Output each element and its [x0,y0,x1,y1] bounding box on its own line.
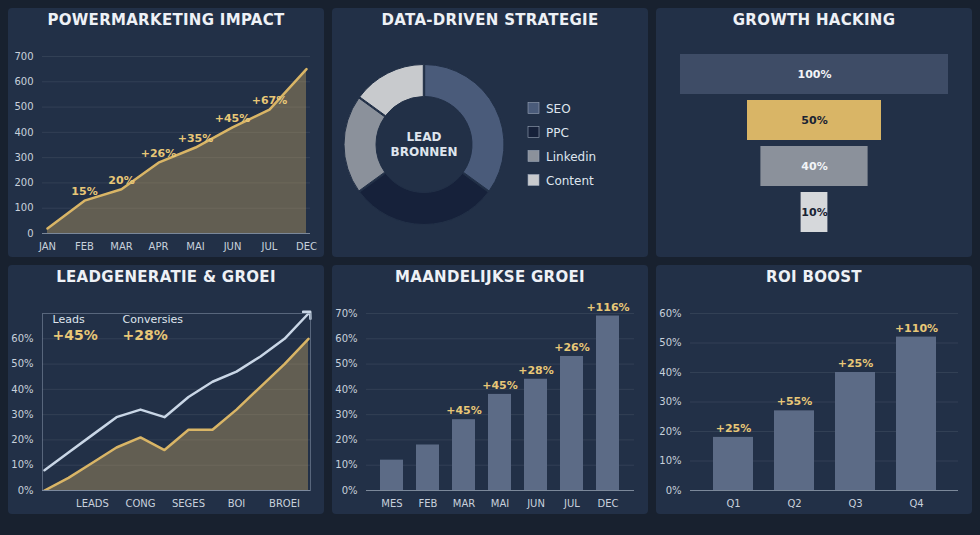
svg-text:0%: 0% [18,485,34,496]
svg-text:400: 400 [14,127,33,138]
svg-text:60%: 60% [11,333,33,344]
svg-text:50%: 50% [659,337,681,348]
svg-text:0%: 0% [342,485,358,496]
svg-text:10%: 10% [801,206,827,219]
svg-text:50%: 50% [801,114,827,127]
svg-text:Q2: Q2 [787,498,801,509]
svg-text:+110%: +110% [895,322,938,335]
svg-text:DEC: DEC [597,498,618,509]
svg-text:15%: 15% [71,185,97,198]
svg-text:+45%: +45% [482,379,518,392]
svg-text:20%: 20% [108,174,134,187]
svg-text:APR: APR [149,241,169,252]
svg-text:JUN: JUN [223,241,242,252]
svg-text:30%: 30% [659,396,681,407]
svg-text:DEC: DEC [296,241,317,252]
svg-text:SEO: SEO [546,102,571,116]
svg-text:Linkedin: Linkedin [546,150,596,164]
html-text:MAANDELIJKSE GROEI: MAANDELIJKSE GROEI [395,268,585,286]
svg-text:+25%: +25% [716,422,752,435]
svg-text:40%: 40% [659,367,681,378]
svg-text:JUN: JUN [526,498,545,509]
svg-text:JAN: JAN [38,241,56,252]
svg-text:100%: 100% [798,68,832,81]
svg-text:0%: 0% [666,485,682,496]
svg-text:LEAD: LEAD [406,130,441,144]
svg-text:100: 100 [14,202,33,213]
svg-text:10%: 10% [659,455,681,466]
svg-text:30%: 30% [335,409,357,420]
svg-text:10%: 10% [11,459,33,470]
svg-text:700: 700 [14,51,33,62]
html-text:ROI BOOST: ROI BOOST [766,268,862,286]
svg-text:MAR: MAR [110,241,132,252]
svg-text:200: 200 [14,177,33,188]
svg-text:+26%: +26% [141,147,177,160]
svg-text:20%: 20% [11,434,33,445]
svg-text:MAR: MAR [453,498,475,509]
svg-text:Content: Content [546,174,594,188]
svg-text:Leads: Leads [53,313,85,326]
svg-text:300: 300 [14,152,33,163]
svg-text:JUL: JUL [563,498,580,509]
svg-text:+45%: +45% [53,327,98,343]
svg-text:+45%: +45% [215,112,251,125]
html-text:POWERMARKETING IMPACT: POWERMARKETING IMPACT [47,11,285,29]
svg-text:+45%: +45% [446,404,482,417]
svg-text:40%: 40% [335,384,357,395]
svg-text:MAI: MAI [491,498,509,509]
svg-text:30%: 30% [11,409,33,420]
svg-text:Q1: Q1 [726,498,740,509]
svg-text:Q4: Q4 [909,498,923,509]
svg-text:JUL: JUL [261,241,278,252]
svg-text:FEB: FEB [419,498,438,509]
svg-text:600: 600 [14,76,33,87]
svg-text:50%: 50% [11,358,33,369]
svg-text:+28%: +28% [518,364,554,377]
svg-text:Conversies: Conversies [123,313,184,326]
svg-text:50%: 50% [335,358,357,369]
svg-text:BOI: BOI [228,498,246,509]
svg-text:BRONNEN: BRONNEN [391,145,458,159]
html-text:GROWTH HACKING: GROWTH HACKING [732,11,896,29]
svg-text:+35%: +35% [178,132,214,145]
svg-text:10%: 10% [335,459,357,470]
svg-text:+26%: +26% [554,341,590,354]
svg-text:LEADS: LEADS [76,498,109,509]
svg-text:+116%: +116% [586,301,629,314]
svg-text:+67%: +67% [252,94,288,107]
svg-text:MAI: MAI [186,241,204,252]
svg-text:+55%: +55% [777,395,813,408]
svg-text:40%: 40% [801,160,827,173]
svg-text:PPC: PPC [546,126,569,140]
svg-text:70%: 70% [335,308,357,319]
svg-text:+28%: +28% [123,327,168,343]
svg-text:CONG: CONG [125,498,155,509]
html-text:DATA-DRIVEN STRATEGIE: DATA-DRIVEN STRATEGIE [381,11,599,29]
svg-text:FEB: FEB [75,241,94,252]
svg-text:MES: MES [381,498,402,509]
svg-text:500: 500 [14,101,33,112]
svg-text:40%: 40% [11,384,33,395]
svg-text:+25%: +25% [838,357,874,370]
svg-text:20%: 20% [335,434,357,445]
svg-text:BROEI: BROEI [269,498,300,509]
svg-text:0: 0 [27,228,33,239]
svg-text:60%: 60% [335,333,357,344]
svg-text:Q3: Q3 [848,498,862,509]
svg-text:SEGES: SEGES [172,498,205,509]
html-text:LEADGENERATIE & GROEI: LEADGENERATIE & GROEI [56,268,276,286]
svg-text:60%: 60% [659,308,681,319]
svg-text:20%: 20% [659,426,681,437]
